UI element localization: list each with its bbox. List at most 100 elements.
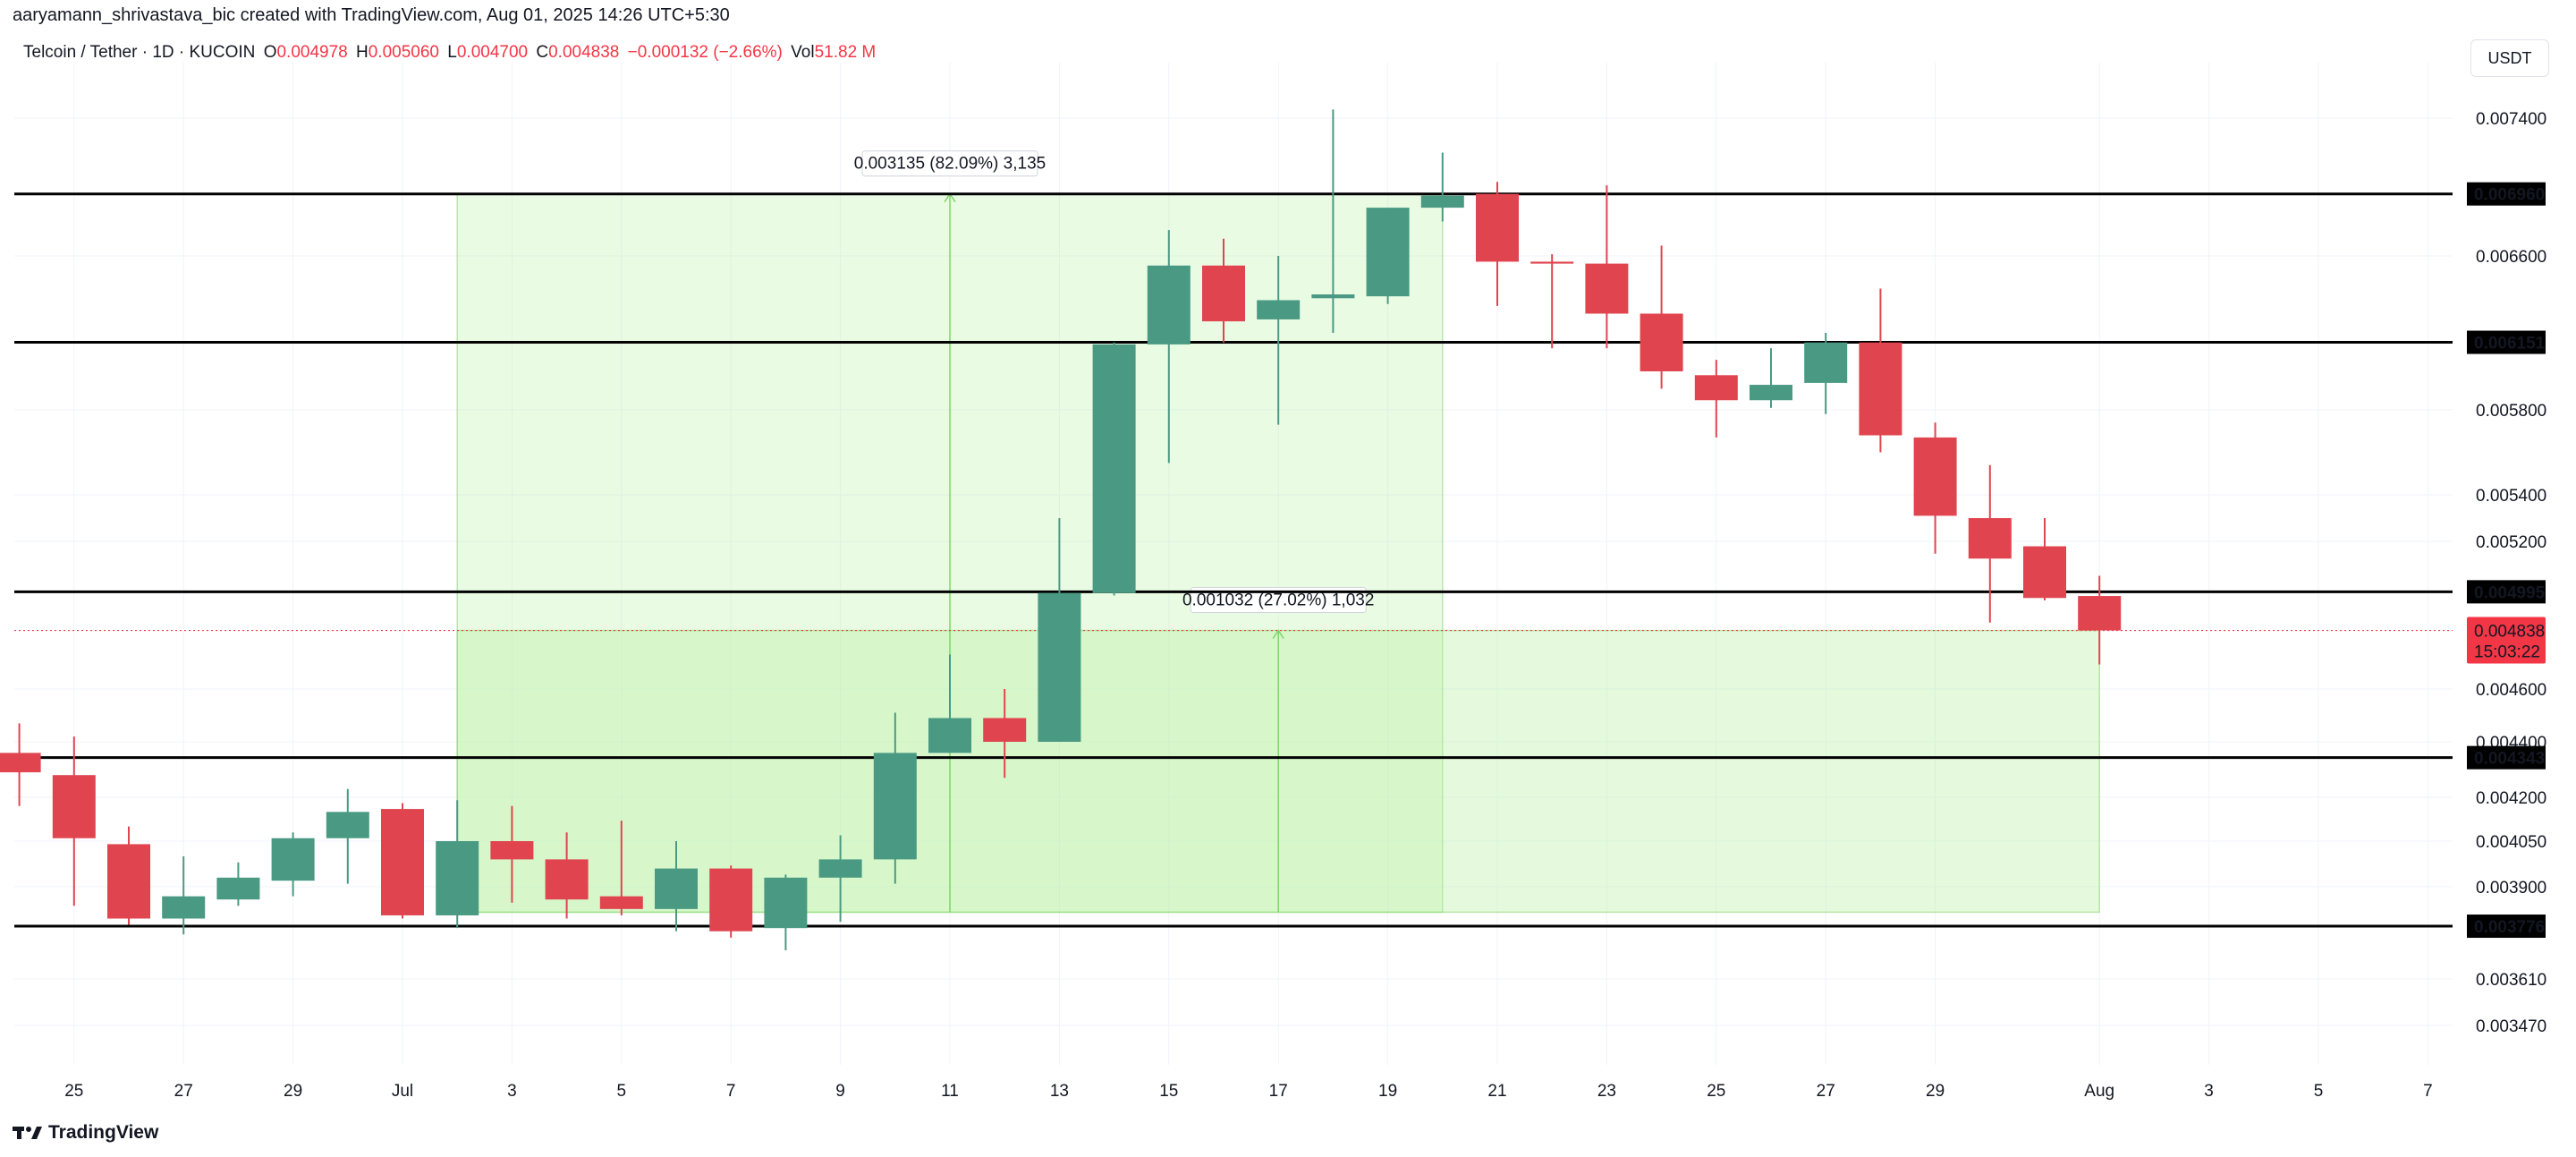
candle-body[interactable] — [2023, 546, 2066, 599]
candle-body[interactable] — [1092, 344, 1136, 593]
x-axis-tick-label: 7 — [726, 1082, 736, 1101]
chart-credit: aaryamann_shrivastava_bic created with T… — [13, 5, 730, 25]
y-axis-tick-label: 0.004050 — [2476, 833, 2546, 852]
candle-body[interactable] — [1968, 518, 2012, 559]
x-axis-tick-label: 19 — [1378, 1082, 1397, 1101]
candle-body[interactable] — [381, 809, 424, 915]
x-axis-tick-label: 3 — [2204, 1082, 2214, 1101]
measure-label: 0.001032 (27.02%) 1,032 — [1182, 591, 1374, 610]
x-axis-tick-label: 11 — [941, 1082, 959, 1101]
candle-body[interactable] — [1913, 437, 1957, 516]
y-axis-tick-label: 0.004600 — [2476, 681, 2546, 700]
candle-body[interactable] — [764, 877, 808, 929]
symbol-legend: Telcoin / Tether · 1D · KUCOIN O0.004978… — [23, 43, 876, 63]
candle-body[interactable] — [326, 812, 369, 838]
level-price-tag — [2467, 745, 2546, 770]
candle-body[interactable] — [1366, 208, 1410, 297]
candle-body[interactable] — [1311, 294, 1355, 299]
x-axis-tick-label: 27 — [174, 1082, 193, 1101]
candle-body[interactable] — [490, 841, 534, 860]
volume-value: 51.82 M — [814, 43, 877, 62]
level-price-label: 0.004995 — [2474, 583, 2546, 602]
x-axis-tick-label: 27 — [1817, 1082, 1835, 1101]
candle-body[interactable] — [2078, 596, 2122, 631]
candle-body[interactable] — [162, 896, 206, 919]
y-axis-tick-label: 0.006600 — [2476, 248, 2546, 267]
level-price-label: 0.004343 — [2474, 750, 2545, 769]
x-axis-tick-label: 15 — [1159, 1082, 1178, 1101]
high-value: 0.005060 — [368, 43, 439, 62]
candle-body[interactable] — [1640, 313, 1683, 372]
y-axis-tick-label: 0.003610 — [2476, 971, 2546, 990]
level-price-label: 0.006960 — [2474, 186, 2545, 205]
change-value: −0.000132 (−2.66%) — [627, 43, 783, 62]
candle-body[interactable] — [599, 896, 643, 909]
currency-button[interactable]: USDT — [2470, 39, 2549, 77]
bar-countdown-label: 15:03:22 — [2474, 643, 2540, 662]
measure-label: 0.003135 (82.09%) 3,135 — [854, 155, 1046, 174]
close-value: 0.004838 — [548, 43, 620, 62]
open-label: O — [263, 43, 277, 62]
close-label: C — [536, 43, 549, 62]
candle-body[interactable] — [1257, 300, 1301, 319]
current-price-tag — [2467, 617, 2546, 664]
candle-body[interactable] — [545, 859, 589, 900]
y-axis-tick-label: 0.005200 — [2476, 533, 2546, 552]
candle-body[interactable] — [1530, 261, 1574, 264]
candle-body[interactable] — [1859, 342, 1902, 436]
measure-label-box — [1190, 587, 1367, 614]
measure-label-box — [861, 150, 1038, 177]
candle-body[interactable] — [1038, 592, 1081, 742]
candle-body[interactable] — [1585, 263, 1629, 314]
current-price-label: 0.004838 — [2474, 623, 2545, 642]
tradingview-brand: TradingView — [48, 1122, 159, 1143]
candle-body[interactable] — [1420, 195, 1464, 208]
x-axis-tick-label: 7 — [2423, 1082, 2433, 1101]
x-axis-tick-label: 21 — [1487, 1082, 1506, 1101]
x-axis-tick-label: 29 — [1926, 1082, 1945, 1101]
y-axis-tick-label: 0.004200 — [2476, 789, 2546, 808]
x-axis-tick-label: 13 — [1050, 1082, 1069, 1101]
candle-body[interactable] — [983, 718, 1027, 742]
candle-body[interactable] — [1147, 265, 1191, 345]
candle-body[interactable] — [928, 718, 971, 753]
candle-body[interactable] — [1804, 342, 1848, 383]
candle-body[interactable] — [1750, 385, 1792, 401]
candle-body[interactable] — [216, 877, 260, 900]
candle-body[interactable] — [1476, 193, 1519, 262]
tradingview-logo: TradingView — [13, 1122, 158, 1144]
x-axis-tick-label: 17 — [1269, 1082, 1288, 1101]
candle-body[interactable] — [52, 775, 96, 838]
y-axis-tick-label: 0.005800 — [2476, 402, 2546, 421]
x-axis-tick-label: 25 — [1707, 1082, 1725, 1101]
candle-body[interactable] — [0, 753, 41, 773]
candle-body[interactable] — [1694, 375, 1738, 401]
x-axis-tick-label: 29 — [284, 1082, 302, 1101]
candle-body[interactable] — [1202, 265, 1245, 322]
symbol-name[interactable]: Telcoin / Tether · 1D · KUCOIN — [23, 43, 256, 62]
candle-body[interactable] — [436, 841, 479, 915]
x-axis-tick-label: Jul — [392, 1082, 413, 1101]
candle-body[interactable] — [655, 868, 698, 909]
low-value: 0.004700 — [456, 43, 529, 62]
candle-body[interactable] — [709, 868, 753, 932]
tradingview-logo-icon — [13, 1127, 42, 1139]
candle-body[interactable] — [873, 753, 917, 860]
level-price-tag — [2467, 330, 2546, 354]
low-label: L — [447, 43, 457, 62]
measure-arrowhead — [1272, 629, 1284, 639]
x-axis-tick-label: 23 — [1597, 1082, 1616, 1101]
candle-body[interactable] — [107, 844, 150, 919]
x-axis-tick-label: 25 — [64, 1082, 83, 1101]
y-axis-tick-label: 0.007400 — [2476, 110, 2546, 129]
volume-label: Vol — [791, 43, 815, 62]
level-price-tag — [2467, 915, 2546, 939]
level-price-label: 0.006151 — [2474, 335, 2546, 353]
candle-body[interactable] — [818, 859, 862, 878]
x-axis-tick-label: 9 — [835, 1082, 845, 1101]
candle-body[interactable] — [271, 838, 315, 881]
open-value: 0.004978 — [276, 43, 348, 62]
level-price-tag — [2467, 580, 2546, 604]
x-axis-tick-label: 5 — [617, 1082, 627, 1101]
